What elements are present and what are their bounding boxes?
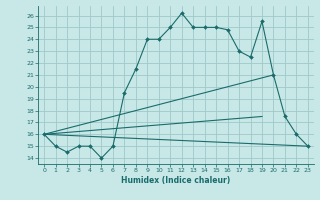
X-axis label: Humidex (Indice chaleur): Humidex (Indice chaleur): [121, 176, 231, 185]
